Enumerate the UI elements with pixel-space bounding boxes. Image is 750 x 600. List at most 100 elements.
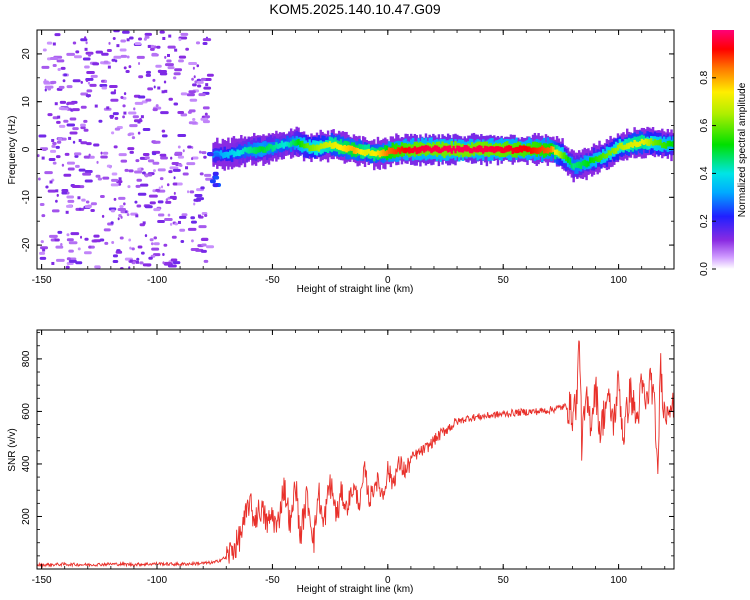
noise-speckle bbox=[164, 63, 174, 67]
noise-speckle bbox=[122, 115, 125, 119]
ridge-cell bbox=[363, 149, 367, 157]
ridge-cell bbox=[509, 145, 513, 151]
noise-speckle bbox=[75, 261, 83, 265]
ridge-cell bbox=[277, 143, 280, 149]
noise-speckle bbox=[177, 110, 185, 114]
ridge-cell bbox=[251, 147, 254, 153]
ridge-cell bbox=[408, 146, 411, 154]
noise-speckle bbox=[198, 150, 202, 154]
noise-speckle bbox=[44, 85, 54, 89]
ridge-cell bbox=[624, 138, 627, 151]
noise-speckle bbox=[37, 154, 40, 158]
ridge-cell bbox=[546, 147, 550, 154]
noise-speckle bbox=[169, 166, 179, 170]
ridge-cell bbox=[566, 156, 570, 163]
ridge-cell bbox=[481, 148, 485, 154]
noise-speckle bbox=[161, 185, 164, 189]
ridge-cell bbox=[565, 155, 568, 162]
noise-speckle bbox=[51, 138, 55, 142]
ridge-cell bbox=[653, 139, 657, 146]
ridge-cell bbox=[223, 151, 226, 158]
noise-speckle bbox=[120, 159, 128, 163]
noise-speckle bbox=[66, 161, 75, 165]
ridge-cell bbox=[256, 147, 260, 153]
noise-speckle bbox=[52, 142, 57, 146]
noise-speckle bbox=[142, 127, 151, 131]
noise-speckle bbox=[137, 131, 141, 135]
noise-speckle bbox=[138, 37, 143, 41]
noise-speckle bbox=[155, 104, 159, 108]
noise-speckle bbox=[142, 153, 150, 157]
noise-speckle bbox=[177, 182, 183, 186]
noise-speckle bbox=[201, 243, 207, 247]
noise-speckle bbox=[134, 101, 144, 105]
noise-speckle bbox=[75, 164, 80, 168]
ridge-cell bbox=[358, 149, 361, 155]
noise-speckle bbox=[58, 85, 65, 89]
noise-speckle bbox=[194, 194, 203, 198]
ridge-cell bbox=[611, 148, 614, 153]
ridge-cell bbox=[555, 149, 559, 156]
noise-speckle bbox=[172, 168, 181, 172]
ridge-cell bbox=[315, 144, 319, 151]
spectrogram-xtick-label: -100 bbox=[147, 275, 167, 286]
noise-speckle bbox=[196, 197, 204, 201]
ridge-cell bbox=[275, 142, 278, 149]
noise-speckle bbox=[83, 155, 90, 159]
noise-speckle bbox=[109, 165, 112, 169]
noise-speckle bbox=[96, 160, 99, 164]
noise-speckle bbox=[93, 239, 101, 243]
ridge-cell bbox=[456, 145, 459, 151]
noise-speckle bbox=[85, 79, 89, 83]
noise-speckle bbox=[57, 115, 61, 119]
snr-ytick-label: 400 bbox=[21, 455, 32, 472]
noise-speckle bbox=[71, 185, 81, 189]
ridge-cell bbox=[465, 145, 468, 152]
noise-speckle bbox=[145, 98, 152, 102]
ridge-cell bbox=[443, 145, 446, 151]
ridge-cell bbox=[234, 151, 238, 157]
ridge-cell bbox=[284, 141, 287, 147]
noise-speckle bbox=[138, 61, 141, 65]
noise-speckle bbox=[189, 190, 195, 194]
noise-speckle bbox=[197, 84, 202, 88]
noise-speckle bbox=[202, 38, 212, 42]
ridge-cell bbox=[568, 158, 572, 165]
noise-speckle bbox=[126, 55, 130, 59]
noise-speckle bbox=[94, 104, 98, 108]
noise-speckle bbox=[113, 145, 118, 149]
ridge-cell bbox=[631, 142, 634, 148]
noise-speckle bbox=[136, 204, 142, 208]
noise-speckle bbox=[158, 186, 161, 190]
ridge-cell bbox=[577, 161, 581, 169]
ridge-cell bbox=[391, 147, 394, 154]
noise-speckle bbox=[172, 182, 179, 186]
ridge-cell bbox=[354, 147, 358, 155]
noise-speckle bbox=[140, 251, 145, 255]
noise-speckle bbox=[63, 73, 68, 77]
noise-speckle bbox=[103, 228, 111, 232]
ridge-cell bbox=[332, 142, 335, 149]
noise-speckle bbox=[42, 248, 46, 252]
ridge-cell bbox=[609, 150, 612, 156]
noise-speckle bbox=[120, 39, 126, 43]
noise-speckle bbox=[157, 70, 167, 74]
noise-speckle bbox=[171, 235, 177, 239]
ridge-cell bbox=[236, 149, 239, 156]
ridge-cell bbox=[463, 144, 466, 152]
ridge-cell bbox=[592, 157, 596, 164]
noise-speckle bbox=[173, 102, 179, 106]
noise-speckle bbox=[66, 52, 75, 56]
ridge-cell bbox=[507, 145, 511, 152]
noise-speckle bbox=[69, 117, 77, 121]
noise-speckle bbox=[163, 243, 168, 247]
noise-speckle bbox=[192, 66, 195, 70]
ridge-cell bbox=[428, 146, 431, 152]
spectrogram-xtick-label: 0 bbox=[385, 275, 391, 286]
noise-speckle bbox=[180, 113, 188, 117]
noise-speckle bbox=[168, 34, 172, 38]
noise-speckle bbox=[48, 158, 56, 162]
ridge-cell bbox=[524, 145, 527, 152]
ridge-cell bbox=[317, 145, 321, 152]
ridge-cell bbox=[518, 145, 522, 153]
